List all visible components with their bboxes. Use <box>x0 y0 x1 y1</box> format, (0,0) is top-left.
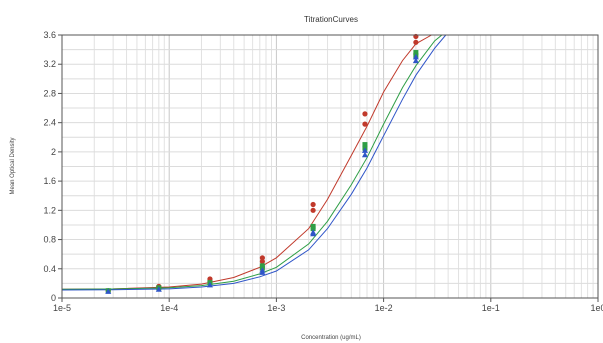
grid <box>61 34 598 299</box>
data-point <box>310 201 316 208</box>
fit-curve-series-2 <box>61 34 443 290</box>
y-tick-label: 3.2 <box>43 59 56 69</box>
y-tick-label: 2.8 <box>43 88 56 98</box>
data-point <box>361 151 368 158</box>
data-point <box>413 50 419 56</box>
data-point <box>310 230 317 237</box>
x-tick-label: 1e-2 <box>375 303 393 313</box>
data-point <box>206 281 213 288</box>
x-tick-label: 1e-3 <box>267 303 285 313</box>
data-point <box>412 53 419 60</box>
x-tick-label: 1e0 <box>590 303 603 313</box>
y-tick-label: 0.4 <box>43 264 56 274</box>
y-tick-label: 0.8 <box>43 235 56 245</box>
y-tick-label: 3.6 <box>43 30 56 40</box>
y-tick-label: 2 <box>51 147 56 157</box>
data-point <box>362 111 368 117</box>
data-point <box>259 255 265 261</box>
y-axis-label: Mean Optical Density <box>10 137 16 194</box>
y-tick-label: 2.4 <box>43 118 56 128</box>
data-point <box>155 286 162 292</box>
x-tick-label: 1e-4 <box>160 303 178 313</box>
tick-labels: 1e-5 1e-4 1e-3 1e-2 1e-1 1e0 0 0.4 0.8 1.2 1.6 2 2.4… <box>43 30 603 313</box>
plot-area-frame <box>61 34 599 299</box>
data-point <box>362 142 368 148</box>
data-point <box>361 147 368 153</box>
fit-curve-series-3 <box>61 34 447 291</box>
y-tick-label: 0 <box>51 293 56 303</box>
data-point <box>259 269 266 275</box>
data-point <box>259 258 265 265</box>
y-tick-label: 1.6 <box>43 176 56 186</box>
x-tick-label: 1e-1 <box>482 303 500 313</box>
data-point <box>310 226 316 232</box>
chart-title: TitrationCurves <box>304 15 358 24</box>
fit-curves <box>61 34 447 291</box>
data-points <box>105 33 419 294</box>
data-point <box>412 57 419 64</box>
data-point <box>362 121 368 127</box>
fit-curve-series-1 <box>61 34 432 290</box>
data-point <box>413 39 419 45</box>
x-axis-label: Concentration (ug/mL) <box>301 335 361 341</box>
data-point <box>105 288 112 294</box>
x-tick-label: 1e-5 <box>53 303 71 313</box>
y-tick-label: 1.2 <box>43 205 56 215</box>
data-point <box>310 207 316 213</box>
